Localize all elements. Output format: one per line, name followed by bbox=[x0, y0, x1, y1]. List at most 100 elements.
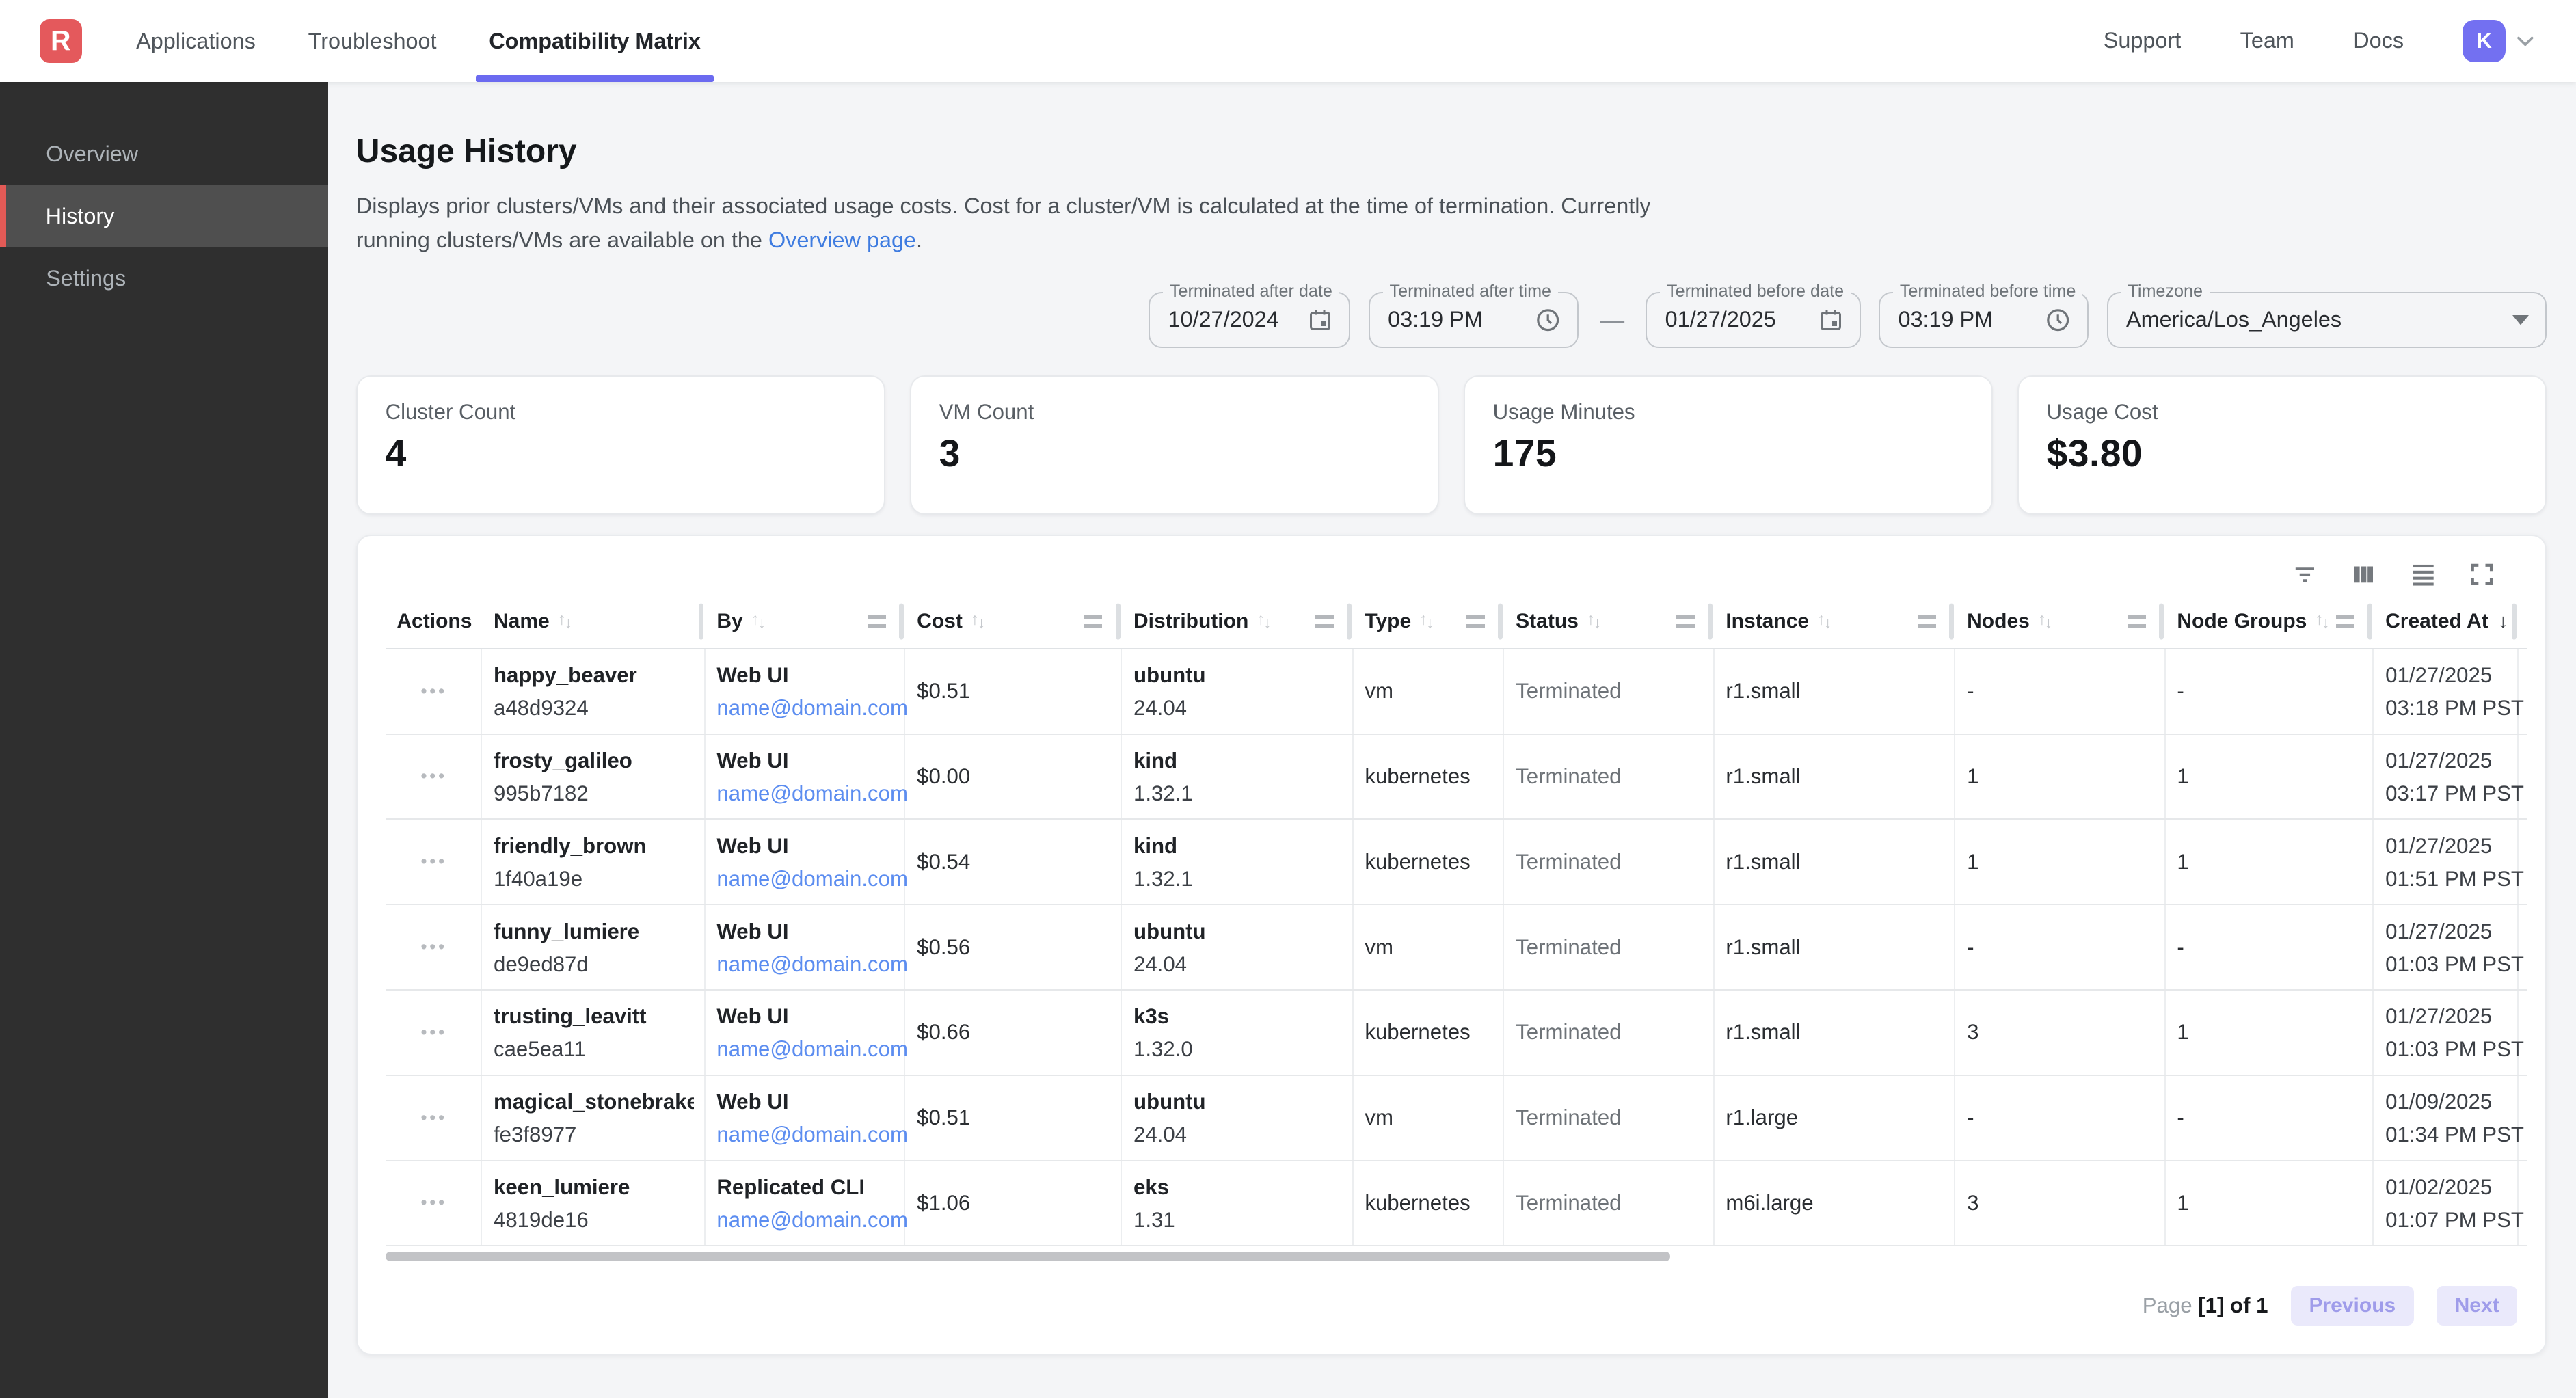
column-header-by[interactable]: By ↑ ↓ bbox=[706, 595, 906, 648]
email-link[interactable]: name@domain.com bbox=[716, 866, 908, 891]
sidebar-item-settings[interactable]: Settings bbox=[46, 266, 126, 291]
row-actions-button[interactable]: ••• bbox=[386, 1075, 483, 1160]
column-label: Status bbox=[1516, 610, 1579, 633]
scrollbar-thumb[interactable] bbox=[385, 1251, 1671, 1261]
column-header-distribution[interactable]: Distribution ↑ ↓ bbox=[1122, 595, 1353, 648]
column-label: Created At bbox=[2385, 610, 2488, 633]
distribution-name: ubuntu bbox=[1133, 919, 1206, 943]
columns-icon[interactable] bbox=[2350, 561, 2378, 589]
column-separator[interactable] bbox=[1707, 603, 1713, 640]
next-page-button[interactable]: Next bbox=[2437, 1285, 2518, 1326]
sort-icon: ↑ ↓ bbox=[1586, 610, 1602, 632]
clock-icon[interactable] bbox=[1535, 307, 1561, 333]
column-menu-icon[interactable] bbox=[868, 615, 886, 628]
column-header-name[interactable]: Name ↑ ↓ bbox=[482, 595, 705, 648]
distribution-version: 1.32.1 bbox=[1133, 866, 1193, 891]
cluster-name: keen_lumiere bbox=[493, 1174, 630, 1199]
nav-tab-troubleshoot[interactable]: Troubleshoot bbox=[308, 28, 437, 53]
distribution-version: 1.31 bbox=[1133, 1207, 1175, 1232]
calendar-icon[interactable] bbox=[1308, 308, 1332, 332]
column-menu-icon[interactable] bbox=[1676, 615, 1695, 628]
column-separator[interactable] bbox=[2367, 603, 2372, 640]
nav-link-support[interactable]: Support bbox=[2103, 28, 2182, 53]
density-icon[interactable] bbox=[2409, 561, 2437, 589]
row-actions-button[interactable]: ••• bbox=[386, 649, 483, 734]
cell-nodes: - bbox=[1955, 1075, 2166, 1160]
cell-created-at: 01/27/2025 01:51 PM PST bbox=[2374, 820, 2524, 904]
sidebar-item-overview[interactable]: Overview bbox=[46, 142, 139, 167]
replicated-logo[interactable]: R bbox=[39, 18, 82, 64]
previous-page-button[interactable]: Previous bbox=[2291, 1285, 2414, 1326]
column-separator[interactable] bbox=[1948, 603, 1954, 640]
filter-terminated-before-time[interactable]: Terminated before time 03:19 PM bbox=[1879, 282, 2089, 348]
column-menu-icon[interactable] bbox=[1315, 615, 1334, 628]
column-menu-icon[interactable] bbox=[2336, 615, 2354, 628]
column-header-instance[interactable]: Instance ↑ ↓ bbox=[1715, 595, 1956, 648]
fullscreen-icon[interactable] bbox=[2468, 561, 2496, 589]
table-row: ••• friendly_brown 1f40a19e Web UI name@doma… bbox=[385, 820, 2527, 906]
column-separator[interactable] bbox=[1346, 603, 1352, 640]
cell-status: Terminated bbox=[1504, 734, 1715, 819]
column-separator[interactable] bbox=[2511, 603, 2517, 640]
table-row: ••• happy_beaver a48d9324 Web UI name@domain… bbox=[385, 649, 2527, 735]
filter-terminated-before-date[interactable]: Terminated before date 01/27/2025 bbox=[1646, 282, 1861, 348]
nav-tab-applications[interactable]: Applications bbox=[136, 28, 256, 53]
column-menu-icon[interactable] bbox=[1084, 615, 1103, 628]
column-separator[interactable] bbox=[2158, 603, 2164, 640]
email-link[interactable]: name@domain.com bbox=[716, 781, 908, 805]
user-avatar[interactable]: K bbox=[2463, 19, 2506, 63]
sidebar-item-history[interactable]: History bbox=[0, 185, 328, 248]
column-header-created-at[interactable]: Created At ↓ bbox=[2374, 595, 2518, 648]
cell-node-groups: 1 bbox=[2166, 990, 2374, 1075]
page-value: [1] of 1 bbox=[2198, 1293, 2268, 1317]
cluster-name: happy_beaver bbox=[493, 663, 637, 688]
clock-icon[interactable] bbox=[2045, 307, 2071, 333]
filter-terminated-after-time[interactable]: Terminated after time 03:19 PM bbox=[1368, 282, 1579, 348]
column-header-status[interactable]: Status ↑ ↓ bbox=[1504, 595, 1714, 648]
stat-cards: Cluster Count 4 VM Count 3 Usage Minutes 175 U… bbox=[355, 375, 2547, 515]
dropdown-icon[interactable] bbox=[2512, 314, 2529, 325]
table-body: ••• happy_beaver a48d9324 Web UI name@domain… bbox=[385, 649, 2527, 1247]
column-separator[interactable] bbox=[898, 603, 904, 640]
filter-icon[interactable] bbox=[2291, 561, 2319, 589]
column-separator[interactable] bbox=[699, 603, 704, 640]
row-actions-button[interactable]: ••• bbox=[386, 990, 483, 1075]
row-actions-button[interactable]: ••• bbox=[386, 1161, 483, 1246]
row-actions-button[interactable]: ••• bbox=[386, 734, 483, 819]
filter-terminated-after-date[interactable]: Terminated after date 10/27/2024 bbox=[1149, 282, 1351, 348]
overview-page-link[interactable]: Overview page bbox=[768, 228, 916, 253]
filter-timezone[interactable]: Timezone America/Los_Angeles bbox=[2106, 282, 2547, 348]
column-header-node-groups[interactable]: Node Groups ↑ ↓ bbox=[2166, 595, 2374, 648]
cell-status: Terminated bbox=[1504, 820, 1715, 904]
chevron-down-icon[interactable] bbox=[2514, 29, 2537, 53]
stat-value: 3 bbox=[939, 431, 961, 474]
column-menu-icon[interactable] bbox=[2128, 615, 2146, 628]
email-link[interactable]: name@domain.com bbox=[716, 952, 908, 976]
row-actions-button[interactable]: ••• bbox=[386, 820, 483, 904]
column-separator[interactable] bbox=[1497, 603, 1503, 640]
cell-type: vm bbox=[1354, 649, 1505, 734]
sort-icon: ↑ ↓ bbox=[1817, 610, 1832, 632]
calendar-icon[interactable] bbox=[1819, 308, 1843, 332]
created-date: 01/09/2025 bbox=[2385, 1090, 2493, 1114]
column-separator[interactable] bbox=[1115, 603, 1121, 640]
nav-link-team[interactable]: Team bbox=[2240, 28, 2294, 53]
account-menu[interactable]: K bbox=[2463, 19, 2537, 63]
column-menu-icon[interactable] bbox=[1918, 615, 1936, 628]
column-menu-icon[interactable] bbox=[1466, 615, 1485, 628]
column-header-nodes[interactable]: Nodes ↑ ↓ bbox=[1955, 595, 2165, 648]
email-link[interactable]: name@domain.com bbox=[716, 1123, 908, 1147]
column-header-actions[interactable]: Actions bbox=[386, 595, 483, 648]
row-actions-button[interactable]: ••• bbox=[386, 905, 483, 989]
column-header-type[interactable]: Type ↑ ↓ bbox=[1354, 595, 1505, 648]
created-by: Web UI bbox=[716, 663, 789, 688]
cell-instance: r1.small bbox=[1715, 905, 1956, 989]
column-header-cost[interactable]: Cost ↑ ↓ bbox=[905, 595, 1122, 648]
nav-link-docs[interactable]: Docs bbox=[2353, 28, 2404, 53]
email-link[interactable]: name@domain.com bbox=[716, 696, 908, 721]
distribution-name: ubuntu bbox=[1133, 663, 1206, 688]
cell-by: Web UI name@domain.com bbox=[706, 1075, 908, 1160]
email-link[interactable]: name@domain.com bbox=[716, 1037, 908, 1062]
email-link[interactable]: name@domain.com bbox=[716, 1207, 908, 1232]
nav-tab-compatibility-matrix[interactable]: Compatibility Matrix bbox=[476, 0, 714, 82]
